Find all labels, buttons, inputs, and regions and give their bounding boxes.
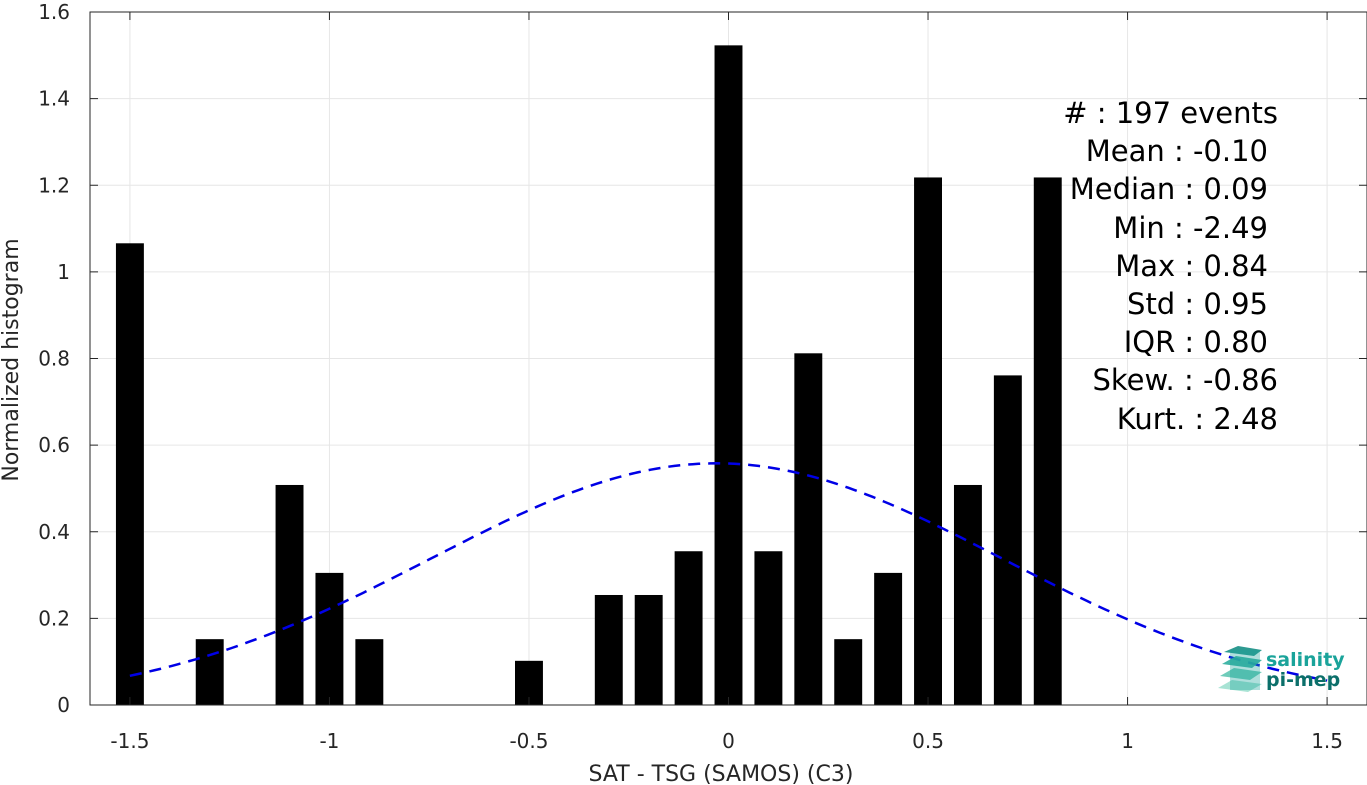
histogram-bar: [1033, 177, 1062, 706]
histogram-bar: [355, 639, 384, 705]
y-axis-ticks: 0 0.2 0.4 0.6 0.8 1 1.2 1.4 1.6: [38, 0, 1367, 717]
y-tick-label: 1: [57, 260, 70, 284]
salinity-pimep-logo: salinity pi-mep: [1218, 646, 1345, 692]
histogram-bar: [195, 639, 224, 705]
stat-median: Median : 0.09: [1070, 172, 1268, 206]
y-tick-label: 0.6: [38, 433, 70, 457]
x-tick-label: 0: [722, 729, 735, 753]
x-axis-title: SAT - TSG (SAMOS) (C3): [589, 762, 854, 785]
x-tick-label: -1: [319, 729, 339, 753]
histogram-bar: [594, 594, 623, 705]
x-tick-label: 1.5: [1311, 729, 1343, 753]
x-axis-ticks: -1.5 -1 -0.5 0 0.5 1 1.5: [110, 12, 1343, 753]
y-axis-title: Normalized histogram: [0, 238, 24, 481]
stat-skew: Skew. : -0.86: [1092, 363, 1278, 397]
y-tick-label: 1.4: [38, 87, 70, 111]
stats-box: # : 197 events Mean : -0.10 Median : 0.0…: [1063, 96, 1278, 436]
y-tick-label: 0.2: [38, 606, 70, 630]
stat-max: Max : 0.84: [1115, 249, 1268, 283]
histogram-bar: [275, 484, 304, 705]
y-tick-label: 0.8: [38, 347, 70, 371]
logo-layers-icon: [1218, 646, 1262, 692]
histogram-bar: [794, 353, 823, 705]
histogram-bar: [874, 572, 903, 705]
histogram-bar: [754, 551, 783, 705]
bars: [115, 45, 1062, 706]
y-tick-label: 0.4: [38, 520, 70, 544]
stat-mean: Mean : -0.10: [1086, 134, 1268, 168]
gaussian-fit-line: [129, 462, 1328, 682]
stat-std: Std : 0.95: [1127, 287, 1268, 321]
fit-curve: [129, 462, 1328, 682]
histogram-bar: [714, 45, 743, 705]
y-tick-label: 1.2: [38, 173, 70, 197]
logo-text-pimep: pi-mep: [1266, 669, 1340, 691]
histogram-bar: [993, 375, 1022, 705]
histogram-bar: [315, 572, 344, 705]
histogram-bar: [953, 484, 982, 705]
stat-min: Min : -2.49: [1113, 211, 1268, 245]
logo-text-salinity: salinity: [1266, 649, 1345, 671]
x-tick-label: -0.5: [509, 729, 548, 753]
histogram-bar: [914, 177, 942, 706]
x-tick-label: 0.5: [912, 729, 944, 753]
y-tick-label: 0: [57, 693, 70, 717]
stat-iqr: IQR : 0.80: [1124, 325, 1268, 359]
y-tick-label: 1.6: [38, 0, 70, 24]
histogram-bar: [674, 551, 703, 705]
histogram-bar: [834, 639, 863, 705]
x-tick-label: 1: [1121, 729, 1134, 753]
x-tick-label: -1.5: [110, 729, 149, 753]
stat-kurt: Kurt. : 2.48: [1117, 402, 1278, 436]
histogram-bar: [115, 243, 144, 705]
histogram-bar: [634, 594, 663, 705]
stat-events: # : 197 events: [1063, 96, 1278, 130]
